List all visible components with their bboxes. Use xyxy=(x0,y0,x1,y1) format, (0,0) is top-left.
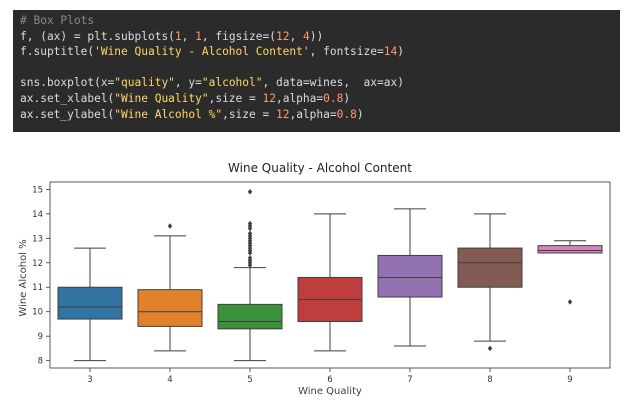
code-token: ,alpha= xyxy=(275,91,324,105)
plot-area: 8 9 10 11 12 13 14 15 3 4 5 6 7 8 9 xyxy=(32,181,611,385)
outlier-point xyxy=(167,223,173,229)
code-line: ax.set_xlabel("Wine Quality",size = 12,a… xyxy=(20,92,350,105)
code-token: 0.8 xyxy=(323,91,344,105)
box-3 xyxy=(57,286,123,320)
outlier-point xyxy=(567,299,573,305)
code-token: ax.set_ylabel( xyxy=(20,107,115,121)
x-tick-label: 3 xyxy=(87,375,92,385)
code-token: 'Wine Quality - Alcohol Content' xyxy=(94,45,310,59)
x-tick-label: 5 xyxy=(247,375,252,385)
code-line: f.suptitle('Wine Quality - Alcohol Conte… xyxy=(20,45,404,58)
box-5 xyxy=(217,303,283,330)
code-token: ,alpha= xyxy=(289,107,337,121)
code-token: )) xyxy=(309,29,324,43)
code-token: , fontsize= xyxy=(309,45,384,59)
code-line: f, (ax) = plt.subplots(1, 1, figsize=(12… xyxy=(20,30,323,43)
y-tick-label: 8 xyxy=(38,357,43,367)
code-cell[interactable]: # Box Plots f, (ax) = plt.subplots(1, 1,… xyxy=(13,10,620,132)
x-tick-label: 7 xyxy=(407,375,412,385)
figure: Wine Quality - Alcohol Content 8 9 10 11 12 1… xyxy=(0,150,627,410)
code-token: "alcohol" xyxy=(201,76,263,90)
code-token: "Wine Alcohol %" xyxy=(114,107,223,121)
code-token: f, (ax) = plt.subplots( xyxy=(20,29,175,43)
code-token: ,size = xyxy=(208,91,263,105)
y-tick-label: 9 xyxy=(38,332,43,342)
y-tick-label: 10 xyxy=(32,308,43,318)
code-token: "Wine Quality" xyxy=(114,91,209,105)
box-8 xyxy=(457,247,523,288)
code-token: 1 xyxy=(174,29,182,43)
outlier-point xyxy=(247,255,253,261)
code-token: 12 xyxy=(275,107,290,121)
box-4 xyxy=(137,289,203,327)
box-7 xyxy=(377,254,443,298)
outlier-point xyxy=(247,220,253,227)
x-tick-label: 8 xyxy=(487,375,492,385)
code-line: # Box Plots xyxy=(20,14,94,27)
code-token: , xyxy=(181,29,196,43)
outlier-point xyxy=(247,188,253,195)
code-line: ax.set_ylabel("Wine Alcohol %",size = 12… xyxy=(20,108,364,121)
code-token: 1 xyxy=(195,29,202,43)
x-tick-label: 6 xyxy=(327,375,332,385)
box-plot-chart: Wine Quality - Alcohol Content 8 9 10 11 12 1… xyxy=(18,161,611,397)
x-axis-label: Wine Quality xyxy=(298,386,362,397)
y-tick-label: 13 xyxy=(32,234,43,244)
y-tick-label: 11 xyxy=(32,283,43,293)
box-9 xyxy=(537,245,603,254)
code-token: 14 xyxy=(383,45,398,59)
code-token: "quality" xyxy=(114,76,175,90)
code-token: 12 xyxy=(276,29,290,43)
code-token: , data=wines, ax=ax) xyxy=(262,76,404,90)
code-token: , figsize=( xyxy=(201,29,276,43)
code-token: # Box Plots xyxy=(20,14,95,27)
code-token: sns.boxplot(x= xyxy=(20,76,115,90)
code-token: ) xyxy=(356,107,364,121)
code-token: 12 xyxy=(262,91,276,105)
x-tick-label: 9 xyxy=(567,375,572,385)
y-tick-label: 14 xyxy=(32,210,43,220)
code-token: 4 xyxy=(302,29,310,43)
chart-title: Wine Quality - Alcohol Content xyxy=(228,161,412,175)
code-token: ) xyxy=(397,45,404,59)
code-token: 0.8 xyxy=(336,107,357,121)
outlier-point xyxy=(487,345,493,352)
code-text: # Box Plots f, (ax) = plt.subplots(1, 1,… xyxy=(13,10,620,122)
y-tick-label: 12 xyxy=(32,259,43,269)
x-tick-label: 4 xyxy=(167,375,172,385)
y-tick-label: 15 xyxy=(32,185,43,195)
code-line: sns.boxplot(x="quality", y="alcohol", da… xyxy=(20,76,404,89)
outlier-point xyxy=(247,230,253,237)
code-token: , xyxy=(289,29,303,43)
code-token: f.suptitle( xyxy=(20,45,95,59)
y-axis-label: Wine Alcohol % xyxy=(18,239,29,316)
code-token: ax.set_xlabel( xyxy=(20,91,115,105)
code-token: , y= xyxy=(174,76,202,90)
code-token: ,size = xyxy=(222,107,276,121)
code-token: ) xyxy=(343,91,351,105)
